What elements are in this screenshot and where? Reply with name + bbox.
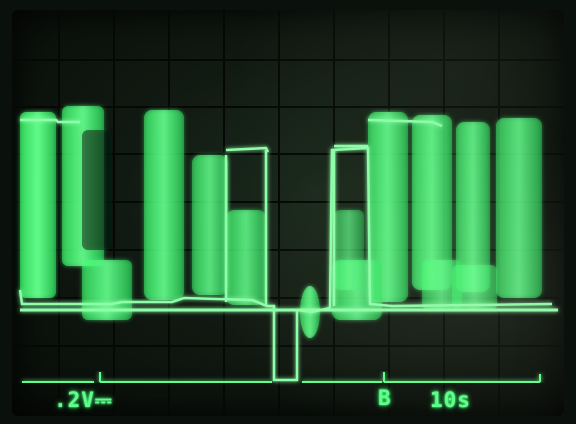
channel-marker: B <box>378 386 392 410</box>
trace-lines <box>18 118 558 382</box>
volts-per-division-readout: .2V⎓ <box>54 388 113 412</box>
status-bar-lines <box>22 372 541 383</box>
waveform-display <box>12 10 564 416</box>
oscilloscope-screen <box>12 10 564 416</box>
time-per-division-readout: 10s <box>430 388 471 412</box>
waveform-trace <box>20 106 542 338</box>
